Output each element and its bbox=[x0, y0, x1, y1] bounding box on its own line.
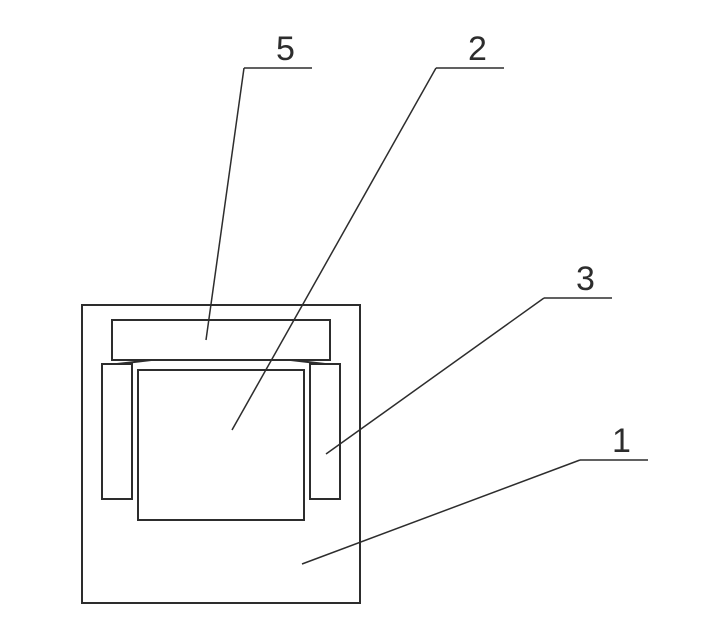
label-2: 2 bbox=[468, 30, 487, 68]
labels-layer: 5 2 3 1 bbox=[276, 30, 631, 460]
label-3: 3 bbox=[576, 260, 595, 298]
top-bar bbox=[112, 320, 330, 360]
diagram-canvas: 5 2 3 1 bbox=[0, 0, 704, 633]
label-1: 1 bbox=[612, 422, 631, 460]
left-pillar bbox=[102, 364, 132, 499]
center-square bbox=[138, 370, 304, 520]
leaders-layer bbox=[206, 68, 648, 564]
label-5-leader bbox=[206, 68, 244, 340]
label-3-leader bbox=[326, 298, 544, 454]
right-pillar bbox=[310, 364, 340, 499]
label-2-leader bbox=[232, 68, 436, 430]
label-1-leader bbox=[302, 460, 580, 564]
label-5: 5 bbox=[276, 30, 295, 68]
